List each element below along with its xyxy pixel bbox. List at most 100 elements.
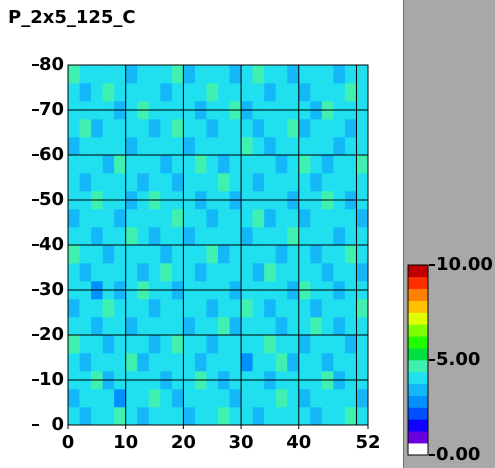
heat-cell [91,209,103,228]
heat-cell [102,65,115,84]
heat-cell [125,173,138,192]
heat-cell [252,299,265,318]
heat-cell [194,119,207,138]
heat-cell [252,209,265,228]
heat-cell [102,173,115,192]
heat-cell [68,83,80,102]
heat-cell [298,227,311,246]
heat-cell [275,173,288,192]
heat-cell [264,119,276,138]
heat-cell [102,317,115,336]
heat-cell [114,173,126,192]
heat-cell [171,245,184,264]
heat-cell [194,155,207,174]
heat-cell [321,353,334,372]
heat-cell [102,209,115,228]
heat-cell [68,137,80,156]
heat-cell [137,299,150,318]
heat-cell [252,137,265,156]
heat-cell [344,245,357,264]
heat-cell [206,263,219,282]
heat-cell [218,335,230,354]
heat-cell [241,317,253,336]
heat-cell [275,65,288,84]
heat-cell [275,317,288,336]
heat-cell [275,335,288,354]
heat-cell [160,245,173,264]
x-tick-label: 40 [286,432,311,453]
heat-cell [241,407,253,426]
heat-cell [206,209,219,228]
heat-cell [264,65,276,84]
heat-cell [298,353,311,372]
colorbar-frame [407,264,429,456]
heat-cell [79,65,92,84]
heat-cell [229,245,242,264]
heat-cell [171,335,184,354]
heat-cell [183,173,196,192]
heat-cell [206,407,219,426]
heat-cell [275,155,288,174]
heat-cell [356,155,369,174]
y-tick-label: 60 [39,144,64,165]
heat-cell [79,299,92,318]
colorbar-tick-label: 0.00 [436,444,480,465]
heat-cell [356,353,369,372]
heat-cell [321,65,334,84]
heat-cell [356,263,369,282]
heat-cell [287,299,300,318]
heat-cell [194,137,207,156]
heat-cell [218,317,230,336]
heat-cell [356,407,369,426]
heat-cell [194,335,207,354]
heat-cell [114,407,126,426]
heat-cell [194,317,207,336]
heat-cell [148,245,161,264]
heat-cell [91,353,103,372]
colorbar-step [408,324,428,337]
heat-cell [321,245,334,264]
colorbar-tick-label: 5.00 [436,349,480,370]
heat-cell [114,389,126,408]
colorbar-step [408,312,428,325]
heat-cell [183,335,196,354]
heat-cell [241,389,253,408]
heat-cell [218,209,230,228]
heat-cell [160,155,173,174]
heat-cell [298,389,311,408]
heat-cell [229,317,242,336]
heat-cell [102,299,115,318]
heat-cell [125,263,138,282]
heat-cell [125,317,138,336]
colorbar-step [408,348,428,361]
heat-cell [264,245,276,264]
heat-cell [298,119,311,138]
heat-cell [344,173,357,192]
heat-cell [206,389,219,408]
heat-cell [252,353,265,372]
heat-cell [218,407,230,426]
heat-cell [333,353,346,372]
heat-cell [264,155,276,174]
heat-cell [183,83,196,102]
heat-cell [298,263,311,282]
heat-cell [252,407,265,426]
heat-cell [264,83,276,102]
heat-cell [91,65,103,84]
heat-cell [206,317,219,336]
heat-cell [310,245,323,264]
heat-cell [344,65,357,84]
heat-cell [160,119,173,138]
heat-cell [275,245,288,264]
colorbar-step [408,265,428,278]
heat-cell [137,119,150,138]
y-tick-label: 50 [39,189,64,210]
heat-cell [206,335,219,354]
heat-cell [114,299,126,318]
y-tick-label: 80 [39,54,64,75]
heat-cell [298,299,311,318]
heat-cell [160,299,173,318]
heat-cell [356,65,369,84]
heat-cell [344,317,357,336]
heat-cell [125,209,138,228]
